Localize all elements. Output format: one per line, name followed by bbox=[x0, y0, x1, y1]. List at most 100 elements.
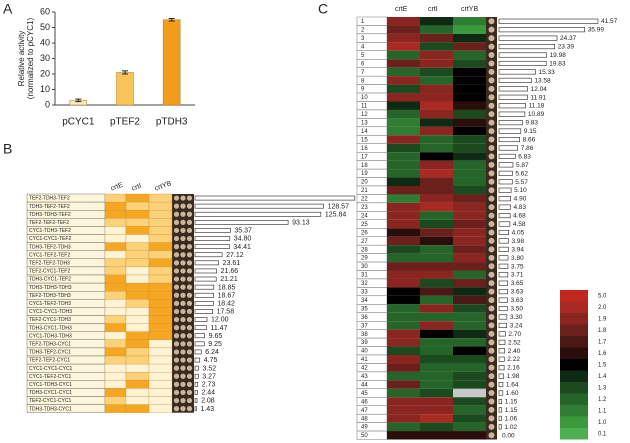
heatmap-cell bbox=[387, 388, 420, 398]
row-number: 16 bbox=[361, 146, 368, 152]
error-bar bbox=[168, 18, 175, 22]
bar bbox=[498, 69, 536, 75]
row-number: 35 bbox=[361, 306, 368, 312]
y-tick-label: 50 bbox=[40, 22, 50, 32]
promoter-cell bbox=[104, 242, 127, 251]
heatmap-cell bbox=[453, 270, 486, 279]
bar bbox=[194, 236, 231, 241]
heatmap-cell bbox=[453, 143, 486, 153]
row-number: 37 bbox=[361, 323, 368, 329]
row-number: 20 bbox=[361, 180, 368, 186]
heatmap-cell bbox=[387, 321, 420, 330]
promoter-cell bbox=[148, 347, 173, 357]
heatmap-cell bbox=[420, 270, 453, 279]
row-number: 47 bbox=[361, 408, 368, 414]
promoter-cell bbox=[125, 193, 150, 203]
spot bbox=[488, 237, 495, 244]
promoter-cell bbox=[125, 347, 150, 357]
promoter-cell bbox=[104, 372, 127, 381]
spot bbox=[186, 365, 193, 371]
heatmap-cell bbox=[387, 422, 420, 432]
bar bbox=[498, 398, 503, 404]
value-label: 9.25 bbox=[208, 341, 222, 348]
heatmap-cell bbox=[420, 169, 453, 178]
row-number: 26 bbox=[361, 230, 368, 236]
value-label: 3.65 bbox=[511, 280, 524, 287]
legend-swatch bbox=[560, 416, 588, 428]
promoter-cell bbox=[148, 315, 173, 324]
spot bbox=[488, 212, 495, 219]
spot bbox=[173, 349, 180, 355]
value-label: 12.04 bbox=[531, 86, 548, 93]
promoter-cell bbox=[125, 291, 150, 300]
row-number: 42 bbox=[361, 366, 368, 372]
heatmap-cell bbox=[420, 228, 453, 237]
spot bbox=[173, 260, 180, 266]
heatmap-cell bbox=[387, 118, 420, 127]
promoter-cell bbox=[125, 404, 150, 413]
value-label: 2.52 bbox=[508, 339, 521, 346]
heatmap-cell bbox=[453, 287, 486, 296]
value-label: 23.39 bbox=[558, 44, 575, 51]
value-label: 3.63 bbox=[511, 289, 524, 296]
row-number: 9 bbox=[361, 87, 365, 93]
y-axis-label: Relative activity bbox=[17, 31, 26, 87]
value-label: 13.58 bbox=[534, 77, 551, 84]
heatmap-cell bbox=[453, 118, 486, 127]
promoter-cell bbox=[104, 347, 127, 357]
heatmap-cell bbox=[453, 76, 486, 85]
spot bbox=[180, 235, 186, 242]
heatmap-cell bbox=[387, 405, 420, 415]
heatmap-cell bbox=[387, 363, 420, 372]
promoter-cell bbox=[148, 291, 173, 300]
promoter-cell bbox=[125, 201, 150, 211]
heatmap-cell bbox=[453, 363, 486, 372]
legend-label: 1.8 bbox=[598, 328, 607, 334]
spot bbox=[488, 254, 495, 261]
bar bbox=[498, 120, 523, 126]
value-label: 3.24 bbox=[510, 322, 523, 329]
spot bbox=[173, 211, 180, 217]
bar bbox=[194, 284, 215, 290]
row-label: CYC1-CYC1-CYC1 bbox=[29, 366, 73, 372]
promoter-cell bbox=[148, 226, 173, 235]
heatmap-cell bbox=[420, 355, 453, 364]
spot bbox=[173, 389, 180, 396]
heatmap-cell bbox=[453, 295, 486, 305]
heatmap-cell bbox=[453, 431, 486, 440]
heatmap-cell bbox=[453, 329, 486, 339]
spot bbox=[180, 308, 186, 315]
heatmap-cell bbox=[387, 253, 420, 263]
spot bbox=[180, 357, 186, 363]
heatmap-cell bbox=[453, 355, 486, 364]
legend-swatch bbox=[560, 359, 588, 371]
promoter-cell bbox=[104, 258, 127, 268]
heatmap-cell bbox=[420, 152, 453, 161]
bar bbox=[194, 390, 198, 395]
spot bbox=[173, 333, 180, 339]
spot bbox=[173, 219, 180, 225]
bar bbox=[498, 221, 511, 227]
bar bbox=[498, 424, 502, 430]
row-number: 15 bbox=[361, 137, 368, 143]
heatmap-cell bbox=[387, 59, 420, 68]
promoter-cell bbox=[104, 331, 127, 340]
bar bbox=[498, 238, 509, 244]
heatmap-cell bbox=[420, 25, 453, 34]
promoter-cell bbox=[104, 380, 127, 389]
spot bbox=[173, 357, 180, 363]
promoter-cell bbox=[104, 226, 127, 235]
bar bbox=[194, 260, 219, 266]
spot bbox=[186, 389, 193, 396]
row-label: TEF2-TDH3-TDH3 bbox=[29, 293, 71, 299]
legend-swatch bbox=[560, 301, 588, 313]
spot bbox=[180, 333, 186, 339]
bar bbox=[498, 415, 502, 421]
spot bbox=[488, 280, 495, 287]
legend-label: 1.2 bbox=[598, 397, 607, 403]
spot bbox=[173, 308, 180, 315]
value-label: 4.83 bbox=[514, 204, 527, 211]
heatmap-cell bbox=[453, 152, 486, 161]
heatmap-cell bbox=[453, 371, 486, 381]
spot bbox=[488, 94, 495, 101]
